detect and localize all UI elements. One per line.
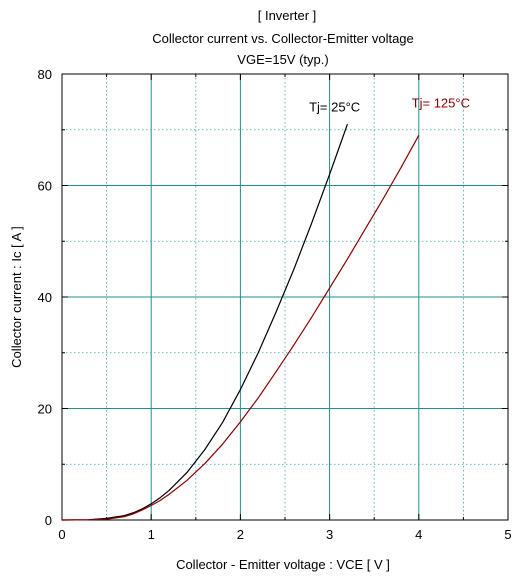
annotation-tj-125: Tj= 125°C bbox=[412, 95, 470, 110]
x-tick-label: 5 bbox=[504, 527, 511, 542]
y-tick-label: 20 bbox=[38, 402, 52, 417]
series-group bbox=[61, 123, 420, 521]
x-axis-label: Collector - Emitter voltage : VCE [ V ] bbox=[176, 557, 390, 572]
y-tick-label: 40 bbox=[38, 290, 52, 305]
y-axis-label: Collector current : Ic [ A ] bbox=[9, 226, 24, 368]
series-line-tj-125 bbox=[61, 135, 420, 521]
x-tick-label: 2 bbox=[237, 527, 244, 542]
y-tick-labels: 0 20 40 60 80 bbox=[38, 67, 52, 528]
x-tick-label: 0 bbox=[58, 527, 65, 542]
y-tick-label: 0 bbox=[45, 513, 52, 528]
series-line-tj-25 bbox=[61, 123, 349, 521]
axis-ticks bbox=[61, 73, 509, 521]
x-tick-label: 4 bbox=[415, 527, 422, 542]
grid bbox=[62, 74, 508, 520]
chart-title-line-3: VGE=15V (typ.) bbox=[237, 52, 328, 67]
y-tick-label: 80 bbox=[38, 67, 52, 82]
y-tick-label: 60 bbox=[38, 179, 52, 194]
x-tick-label: 1 bbox=[148, 527, 155, 542]
chart-title-line-1: [ Inverter ] bbox=[258, 8, 317, 23]
chart-title-line-2: Collector current vs. Collector-Emitter … bbox=[152, 31, 414, 46]
annotation-tj-25: Tj= 25°C bbox=[309, 99, 360, 114]
chart-title: [ Inverter ] Collector current vs. Colle… bbox=[152, 8, 414, 67]
x-tick-label: 3 bbox=[326, 527, 333, 542]
x-tick-labels: 0 1 2 3 4 5 bbox=[58, 527, 511, 542]
